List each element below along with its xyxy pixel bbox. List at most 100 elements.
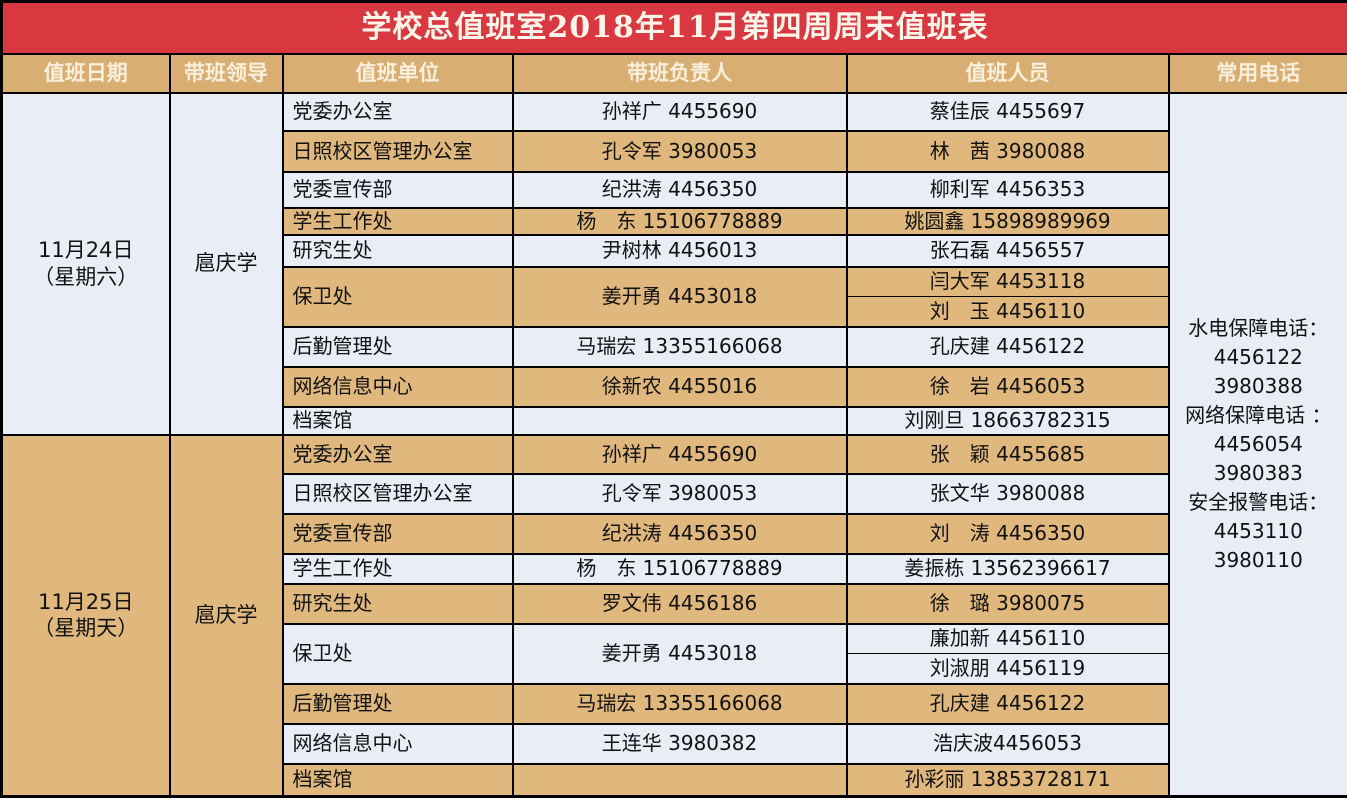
table-row: 11月24日 （星期六） 扈庆学 党委办公室 孙祥广 4455690 蔡佳辰 4… (0, 91, 1347, 798)
col-header-staff: 值班人员 (845, 52, 1170, 94)
phone-line: 3980383 (1213, 460, 1303, 485)
table-row: 日照校区管理办公室 孔令军 3980053 林 茜 3980088 (2, 129, 1347, 173)
phone-line: 4456054 (1213, 431, 1303, 456)
unit-cell: 党委宣传部 (281, 512, 514, 555)
staff-cell: 闫大军 4453118 (845, 265, 1170, 297)
unit-cell: 档案馆 (281, 405, 514, 436)
leader-cell: 扈庆学 (168, 91, 284, 436)
staff-cell: 张 颖 4455685 (845, 433, 1170, 475)
staff-cell: 林 茜 3980088 (845, 129, 1170, 173)
unit-cell: 保卫处 (281, 265, 514, 328)
unit-cell: 学生工作处 (281, 552, 514, 585)
table-row: 日照校区管理办公室 孔令军 3980053 张文华 3980088 (2, 472, 1347, 515)
col-header-leader: 带班领导 (168, 52, 284, 94)
col-header-date: 值班日期 (0, 52, 171, 94)
table-row: 学生工作处 杨 东 15106778889 姜振栋 13562396617 (2, 552, 1347, 585)
date-line: 11月24日 (38, 238, 134, 263)
unit-cell: 档案馆 (281, 762, 514, 798)
col-header-manager: 带班负责人 (511, 52, 848, 94)
staff-cell: 蔡佳辰 4455697 (845, 91, 1170, 132)
table-row: 研究生处 尹树林 4456013 张石磊 4456557 (2, 233, 1347, 268)
staff-cell: 姚圆鑫 15898989969 (845, 206, 1170, 236)
manager-cell: 纪洪涛 4456350 (511, 170, 848, 209)
manager-cell: 杨 东 15106778889 (511, 552, 848, 585)
staff-cell: 孔庆建 4456122 (845, 325, 1170, 368)
table-row: 档案馆 刘刚旦 18663782315 (2, 405, 1347, 436)
manager-cell (511, 405, 848, 436)
phone-line: 4453110 (1213, 518, 1303, 543)
phone-line: 3980110 (1213, 547, 1303, 572)
staff-cell: 孔庆建 4456122 (845, 682, 1170, 725)
phone-line: 安全报警电话： (1188, 489, 1329, 514)
table-row: 学生工作处 杨 东 15106778889 姚圆鑫 15898989969 (2, 206, 1347, 236)
title-row: 学校总值班室2018年11月第四周周末值班表 (0, 0, 1347, 55)
unit-cell: 党委宣传部 (281, 170, 514, 209)
table-row: 保卫处 姜开勇 4453018 廉加新 4456110 (2, 622, 1347, 685)
weekday-line: （星期六） (33, 264, 139, 289)
date-cell: 11月24日 （星期六） (0, 91, 171, 436)
phone-line: 4456122 (1213, 344, 1303, 369)
weekday-line: （星期天） (33, 616, 139, 641)
manager-cell: 姜开勇 4453018 (511, 622, 848, 685)
manager-cell: 马瑞宏 13355166068 (511, 325, 848, 368)
manager-cell: 孔令军 3980053 (511, 129, 848, 173)
manager-cell: 徐新农 4455016 (511, 365, 848, 408)
phone-line: 水电保障电话： (1188, 315, 1329, 340)
unit-cell: 党委办公室 (281, 91, 514, 132)
manager-cell: 孙祥广 4455690 (511, 433, 848, 475)
table-row: 保卫处 姜开勇 4453018 闫大军 4453118 (2, 265, 1347, 328)
table-row: 网络信息中心 王连华 3980382 浩庆波4456053 (2, 722, 1347, 765)
manager-cell: 马瑞宏 13355166068 (511, 682, 848, 725)
unit-cell: 后勤管理处 (281, 325, 514, 368)
staff-cell: 徐 岩 4456053 (845, 365, 1170, 408)
table-row: 党委宣传部 纪洪涛 4456350 刘 涛 4456350 (2, 512, 1347, 555)
unit-cell: 保卫处 (281, 622, 514, 685)
page-title: 学校总值班室2018年11月第四周周末值班表 (0, 0, 1347, 55)
manager-cell (511, 762, 848, 798)
manager-cell: 孙祥广 4455690 (511, 91, 848, 132)
manager-cell: 尹树林 4456013 (511, 233, 848, 268)
staff-cell: 廉加新 4456110 (845, 622, 1170, 654)
staff-cell: 徐 璐 3980075 (845, 582, 1170, 625)
col-header-phones: 常用电话 (1167, 52, 1347, 94)
table-row: 党委宣传部 纪洪涛 4456350 柳利军 4456353 (2, 170, 1347, 209)
unit-cell: 后勤管理处 (281, 682, 514, 725)
unit-cell: 日照校区管理办公室 (281, 472, 514, 515)
col-header-unit: 值班单位 (281, 52, 514, 94)
table-row: 刘 玉 4456110 (2, 296, 1347, 328)
unit-cell: 网络信息中心 (281, 365, 514, 408)
phones-cell: 水电保障电话： 4456122 3980388 网络保障电话 ： 4456054… (1167, 91, 1347, 798)
unit-cell: 网络信息中心 (281, 722, 514, 765)
staff-cell: 柳利军 4456353 (845, 170, 1170, 209)
staff-cell: 张文华 3980088 (845, 472, 1170, 515)
table-row: 档案馆 孙彩丽 13853728171 (2, 762, 1347, 798)
table-row: 刘淑朋 4456119 (2, 653, 1347, 685)
staff-cell: 浩庆波4456053 (845, 722, 1170, 765)
unit-cell: 学生工作处 (281, 206, 514, 236)
manager-cell: 孔令军 3980053 (511, 472, 848, 515)
staff-cell: 姜振栋 13562396617 (845, 552, 1170, 585)
unit-cell: 党委办公室 (281, 433, 514, 475)
manager-cell: 杨 东 15106778889 (511, 206, 848, 236)
unit-cell: 日照校区管理办公室 (281, 129, 514, 173)
table-row: 11月25日 （星期天） 扈庆学 党委办公室 孙祥广 4455690 张 颖 4… (0, 433, 1347, 798)
unit-cell: 研究生处 (281, 582, 514, 625)
unit-cell: 研究生处 (281, 233, 514, 268)
date-line: 11月25日 (38, 590, 134, 614)
staff-cell: 刘 涛 4456350 (845, 512, 1170, 555)
manager-cell: 姜开勇 4453018 (511, 265, 848, 328)
date-cell: 11月25日 （星期天） (0, 433, 171, 798)
staff-cell: 张石磊 4456557 (845, 233, 1170, 268)
manager-cell: 纪洪涛 4456350 (511, 512, 848, 555)
header-row: 值班日期 带班领导 值班单位 带班负责人 值班人员 常用电话 (0, 52, 1347, 94)
table-row: 后勤管理处 马瑞宏 13355166068 孔庆建 4456122 (2, 682, 1347, 725)
staff-cell: 孙彩丽 13853728171 (845, 762, 1170, 798)
table-row: 后勤管理处 马瑞宏 13355166068 孔庆建 4456122 (2, 325, 1347, 368)
phone-line: 3980388 (1213, 373, 1303, 398)
manager-cell: 王连华 3980382 (511, 722, 848, 765)
staff-cell: 刘 玉 4456110 (845, 296, 1170, 328)
leader-cell: 扈庆学 (168, 433, 284, 798)
staff-cell: 刘刚旦 18663782315 (845, 405, 1170, 436)
staff-cell: 刘淑朋 4456119 (845, 653, 1170, 685)
